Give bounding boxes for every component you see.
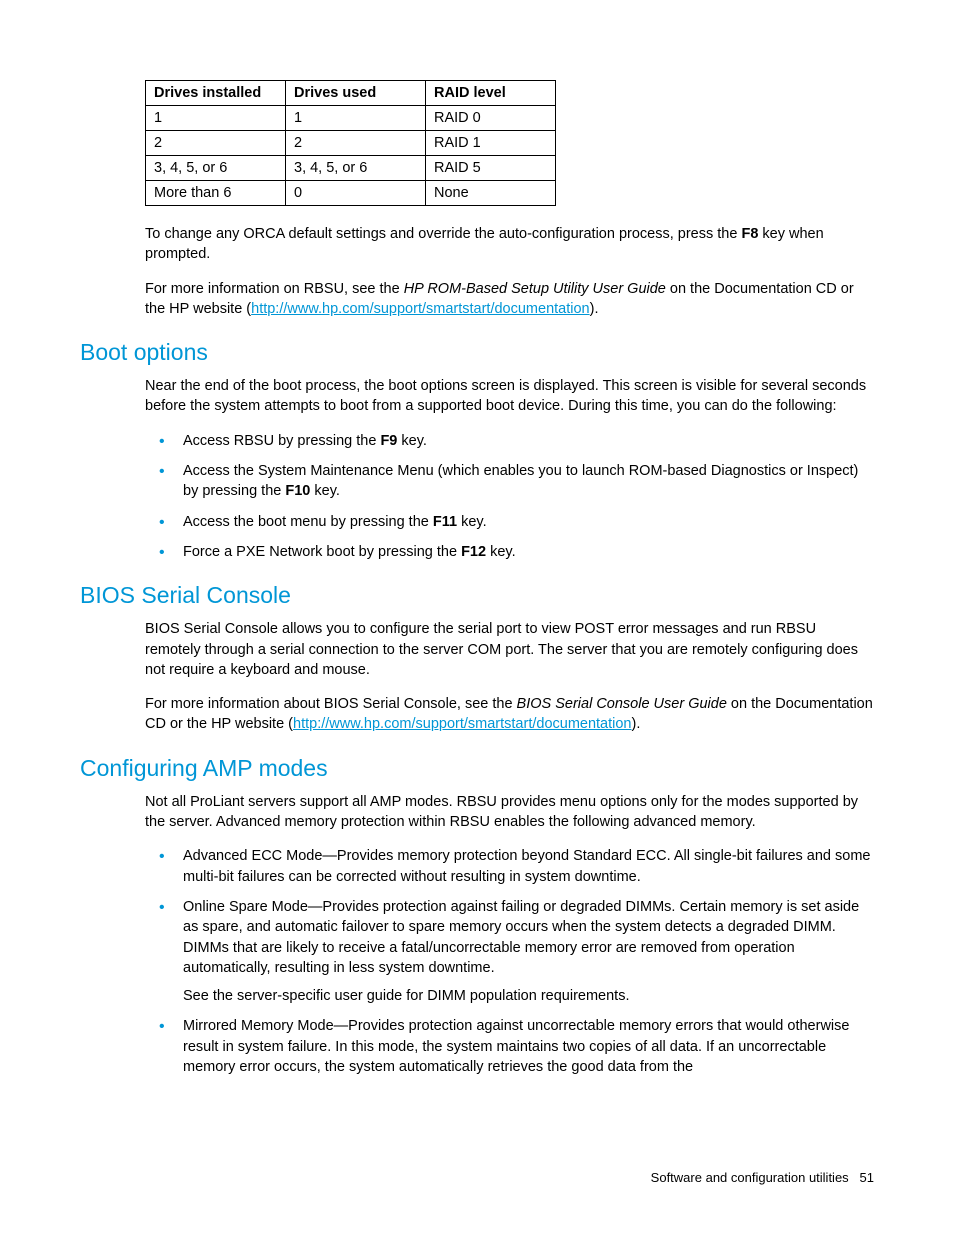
list-item: Force a PXE Network boot by pressing the… bbox=[145, 542, 874, 562]
text: key. bbox=[457, 514, 487, 530]
guide-title: BIOS Serial Console User Guide bbox=[517, 696, 727, 712]
table-row: 2 2 RAID 1 bbox=[146, 131, 556, 156]
text: key. bbox=[397, 433, 427, 449]
amp-modes-list: Advanced ECC Mode—Provides memory protec… bbox=[145, 846, 874, 1077]
list-item: Access the boot menu by pressing the F11… bbox=[145, 512, 874, 532]
text: Advanced ECC Mode—Provides memory protec… bbox=[183, 848, 870, 884]
text: Online Spare Mode—Provides protection ag… bbox=[183, 899, 859, 976]
footer-text: Software and configuration utilities bbox=[651, 1170, 849, 1185]
list-item: Online Spare Mode—Provides protection ag… bbox=[145, 897, 874, 1006]
text: Mirrored Memory Mode—Provides protection… bbox=[183, 1018, 849, 1075]
text: key. bbox=[310, 483, 340, 499]
table-cell: More than 6 bbox=[146, 181, 286, 206]
table-cell: 0 bbox=[286, 181, 426, 206]
boot-options-list: Access RBSU by pressing the F9 key. Acce… bbox=[145, 431, 874, 562]
f8-key: F8 bbox=[741, 226, 758, 242]
text: ). bbox=[590, 301, 599, 317]
text: key. bbox=[486, 544, 516, 560]
list-item: Advanced ECC Mode—Provides memory protec… bbox=[145, 846, 874, 887]
table-cell: 3, 4, 5, or 6 bbox=[286, 156, 426, 181]
orca-paragraph: To change any ORCA default settings and … bbox=[145, 224, 874, 265]
text: Access RBSU by pressing the bbox=[183, 433, 380, 449]
col-header-drives-used: Drives used bbox=[286, 81, 426, 106]
table-cell: None bbox=[426, 181, 556, 206]
f10-key: F10 bbox=[285, 483, 310, 499]
hp-smartstart-link[interactable]: http://www.hp.com/support/smartstart/doc… bbox=[293, 716, 631, 732]
table-header-row: Drives installed Drives used RAID level bbox=[146, 81, 556, 106]
f12-key: F12 bbox=[461, 544, 486, 560]
table-cell: 1 bbox=[146, 106, 286, 131]
boot-intro: Near the end of the boot process, the bo… bbox=[145, 376, 874, 417]
text: For more information about BIOS Serial C… bbox=[145, 696, 517, 712]
text: ). bbox=[632, 716, 641, 732]
col-header-drives-installed: Drives installed bbox=[146, 81, 286, 106]
amp-modes-heading: Configuring AMP modes bbox=[80, 755, 874, 782]
page-number: 51 bbox=[860, 1170, 874, 1185]
table-cell: 1 bbox=[286, 106, 426, 131]
f11-key: F11 bbox=[433, 514, 457, 530]
text: Force a PXE Network boot by pressing the bbox=[183, 544, 461, 560]
text: For more information on RBSU, see the bbox=[145, 281, 404, 297]
table-cell: 2 bbox=[146, 131, 286, 156]
list-item: Access the System Maintenance Menu (whic… bbox=[145, 461, 874, 502]
col-header-raid-level: RAID level bbox=[426, 81, 556, 106]
text: Access the boot menu by pressing the bbox=[183, 514, 433, 530]
text: To change any ORCA default settings and … bbox=[145, 226, 741, 242]
bios-p2: For more information about BIOS Serial C… bbox=[145, 694, 874, 735]
sub-paragraph: See the server-specific user guide for D… bbox=[183, 986, 874, 1006]
table-cell: 2 bbox=[286, 131, 426, 156]
hp-smartstart-link[interactable]: http://www.hp.com/support/smartstart/doc… bbox=[251, 301, 589, 317]
rbsu-info-paragraph: For more information on RBSU, see the HP… bbox=[145, 279, 874, 320]
f9-key: F9 bbox=[380, 433, 397, 449]
table-row: 3, 4, 5, or 6 3, 4, 5, or 6 RAID 5 bbox=[146, 156, 556, 181]
table-cell: RAID 0 bbox=[426, 106, 556, 131]
raid-table: Drives installed Drives used RAID level … bbox=[145, 80, 556, 206]
bios-p1: BIOS Serial Console allows you to config… bbox=[145, 619, 874, 680]
table-row: More than 6 0 None bbox=[146, 181, 556, 206]
amp-intro: Not all ProLiant servers support all AMP… bbox=[145, 792, 874, 833]
list-item: Access RBSU by pressing the F9 key. bbox=[145, 431, 874, 451]
guide-title: HP ROM-Based Setup Utility User Guide bbox=[404, 281, 666, 297]
table-cell: RAID 5 bbox=[426, 156, 556, 181]
boot-options-heading: Boot options bbox=[80, 339, 874, 366]
table-cell: 3, 4, 5, or 6 bbox=[146, 156, 286, 181]
table-row: 1 1 RAID 0 bbox=[146, 106, 556, 131]
table-cell: RAID 1 bbox=[426, 131, 556, 156]
bios-serial-heading: BIOS Serial Console bbox=[80, 582, 874, 609]
list-item: Mirrored Memory Mode—Provides protection… bbox=[145, 1016, 874, 1077]
page-footer: Software and configuration utilities 51 bbox=[651, 1170, 874, 1185]
